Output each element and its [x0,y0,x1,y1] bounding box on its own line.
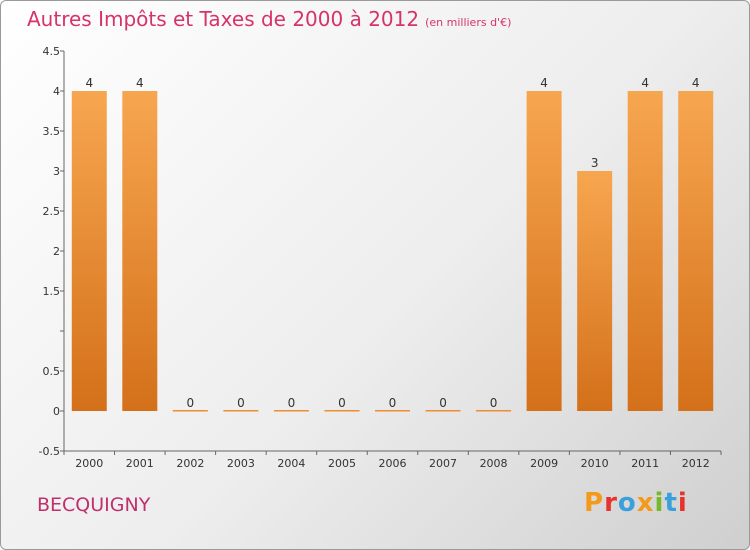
data-label-2002: 0 [187,396,195,410]
data-label-2011: 4 [641,76,649,90]
x-tick-label: 2009 [530,457,558,470]
x-tick-label: 2002 [176,457,204,470]
y-tick-label: 0 [53,405,60,418]
bar-2004 [273,410,309,412]
logo-letter: x [636,488,655,518]
y-tick-label: 2 [53,245,60,258]
x-tick-label: 2011 [631,457,659,470]
logo-letter: i [677,488,688,518]
title-text: Autres Impôts et Taxes de 2000 à 2012 [27,7,420,31]
y-tick-label: 2.5 [43,205,61,218]
y-tick-label: -0.5 [39,445,60,458]
x-tick-label: 2012 [682,457,710,470]
data-label-2004: 0 [288,396,296,410]
y-tick-label: 3 [53,165,60,178]
bar-2002 [172,410,208,412]
bar-2003 [223,410,259,412]
data-label-2010: 3 [591,156,599,170]
data-label-2012: 4 [692,76,700,90]
bar-2008 [476,410,512,412]
x-tick-label: 2003 [227,457,255,470]
x-tick-label: 2005 [328,457,356,470]
axes: -0.5 0 0.5 1.5 2 2.5 3 3.5 4 4.5 2000 2001 2002 2003 2… [39,45,722,470]
bar-2011 [627,91,663,411]
commune-name: BECQUIGNY [37,494,151,516]
data-label-2000: 4 [85,76,93,90]
data-label-2003: 0 [237,396,245,410]
x-tick-label: 2000 [75,457,103,470]
bar-2005 [324,410,360,412]
data-label-2001: 4 [136,76,144,90]
logo-letter: r [604,488,618,518]
data-label-2006: 0 [389,396,397,410]
chart-title: Autres Impôts et Taxes de 2000 à 2012 (en… [27,7,511,31]
x-tick-label: 2008 [480,457,508,470]
data-label-2009: 4 [540,76,548,90]
bar-2012 [678,91,714,411]
bar-2001 [122,91,158,411]
x-tick-label: 2001 [126,457,154,470]
y-tick-label: 4 [53,85,60,98]
bar-2010 [577,171,613,411]
bar-2000 [71,91,107,411]
bar-2009 [526,91,562,411]
data-labels: 4 4 0 0 0 0 0 0 0 4 3 4 4 [85,76,699,410]
y-tick-label: 0.5 [43,365,61,378]
x-tick-label: 2007 [429,457,457,470]
bars [71,91,714,412]
logo-letter: t [664,488,678,518]
logo-letter: P [584,488,605,518]
y-tick-label: 1.5 [43,285,61,298]
x-tick-label: 2004 [277,457,305,470]
bar-2007 [425,410,461,412]
data-label-2005: 0 [338,396,346,410]
data-label-2007: 0 [439,396,447,410]
proxiti-logo: Proxiti [584,488,688,518]
y-tick-label: 4.5 [43,45,61,58]
logo-letter: o [617,488,637,518]
logo-letter: i [654,488,665,518]
x-tick-label: 2010 [581,457,609,470]
bar-2006 [375,410,410,412]
title-unit: (en milliers d'€) [425,16,512,29]
x-tick-label: 2006 [379,457,407,470]
y-tick-label: 3.5 [43,125,61,138]
data-label-2008: 0 [490,396,498,410]
